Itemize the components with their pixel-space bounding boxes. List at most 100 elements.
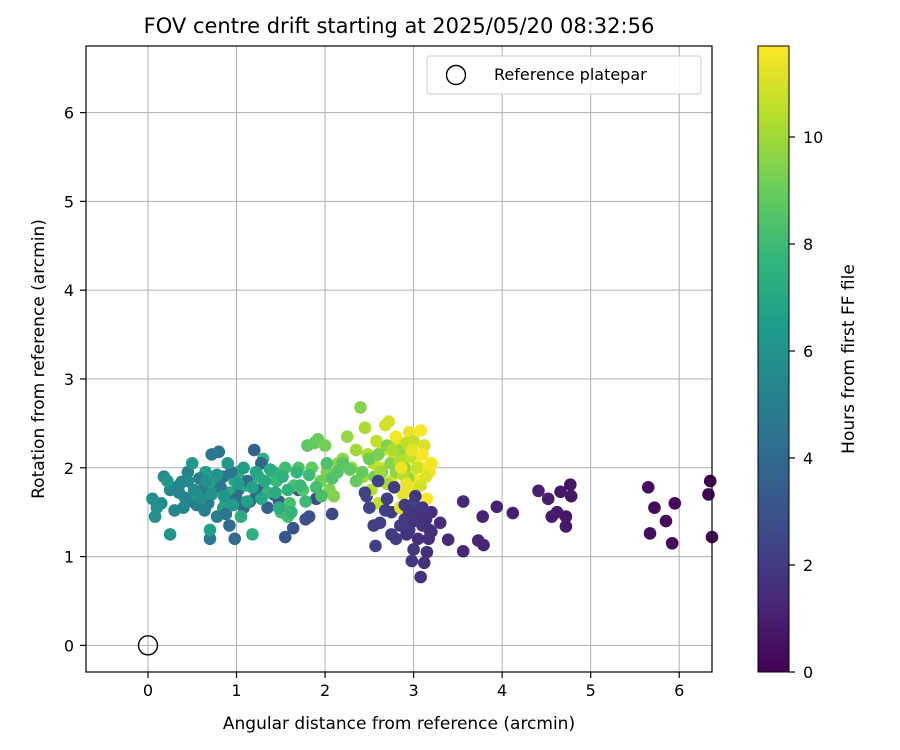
data-point [419,512,433,526]
data-point [410,461,424,475]
colorbar-tick-label: 4 [803,449,813,468]
data-point [417,556,431,570]
data-point [161,474,174,488]
data-point [641,481,655,494]
colorbar-tick-label: 6 [803,342,813,361]
data-point [198,504,211,517]
data-point [246,528,259,541]
data-point [416,501,429,515]
data-point [240,495,254,508]
data-point [414,424,427,437]
colorbar-tick-label: 2 [803,556,813,575]
data-point [389,430,403,443]
data-point [234,510,248,523]
data-point [532,484,545,498]
data-point [325,507,339,521]
legend: Reference platepar [426,55,702,95]
x-tick-label: 6 [674,681,684,700]
x-tick-label: 4 [497,681,507,700]
data-points [146,401,719,584]
y-tick-label: 3 [64,370,74,389]
data-point [278,530,292,544]
data-point [343,463,357,476]
y-tick-label: 2 [64,459,74,478]
legend-label: Reference platepar [494,65,647,84]
data-point [490,500,504,514]
data-point [386,443,399,457]
data-point [367,519,381,532]
data-point [358,486,372,499]
reference-point [137,635,159,656]
data-point [276,470,289,483]
data-point [559,520,573,533]
data-point [178,491,192,505]
data-point [247,443,261,457]
x-tick-label: 2 [320,681,330,700]
x-axis-label: Angular distance from reference (arcmin) [223,714,575,734]
data-point [315,489,328,503]
data-point [219,507,233,521]
data-point [385,528,398,541]
data-point [217,489,231,503]
data-point [249,465,263,479]
x-tick-label: 1 [231,681,241,700]
data-point [402,505,416,519]
data-point [425,457,438,470]
data-point [258,474,272,488]
data-point [200,474,213,488]
data-point [420,545,434,559]
data-point [554,485,567,499]
colorbar-ticks: 0 2 4 6 8 10 [789,128,823,682]
data-point [400,477,413,491]
data-point [369,539,382,553]
data-point [354,401,367,414]
data-point [425,525,438,539]
data-point [409,489,422,503]
data-point [396,488,410,501]
data-point [181,474,195,488]
data-point [246,481,259,494]
data-point [261,501,274,515]
data-point [506,506,520,520]
data-point [228,532,242,546]
data-point [187,483,201,497]
data-point [358,421,372,435]
legend-marker [445,64,467,86]
data-point [327,489,341,503]
colorbar-tick-label: 0 [803,663,813,682]
data-point [203,532,217,546]
data-point [272,501,286,515]
data-point [456,544,470,558]
chart-title: FOV centre drift starting at 2025/05/20 … [144,14,655,38]
data-point [210,468,224,482]
data-point [643,527,657,540]
data-point [231,477,245,491]
data-point [476,510,489,523]
x-tick-label: 5 [586,681,596,700]
data-point [382,415,396,428]
data-point [371,448,385,461]
data-point [703,474,717,488]
data-point [416,448,429,461]
y-axis-label: Rotation from reference (arcmin) [29,219,49,499]
colorbar-label: Hours from first FF file [839,264,859,454]
data-point [349,443,363,457]
y-tick-label: 6 [64,104,74,123]
data-point [370,434,383,448]
data-point [394,519,407,532]
data-point [185,457,199,470]
data-point [407,543,420,556]
data-point [394,461,408,475]
y-tick-label: 5 [64,192,74,211]
data-point [293,479,307,492]
data-point [419,470,433,483]
data-point [221,457,234,470]
data-point [237,461,250,475]
data-point [340,430,354,443]
data-point [226,498,240,512]
data-point [281,483,295,497]
data-point [255,492,268,506]
data-point [150,501,164,515]
data-point [302,468,316,482]
